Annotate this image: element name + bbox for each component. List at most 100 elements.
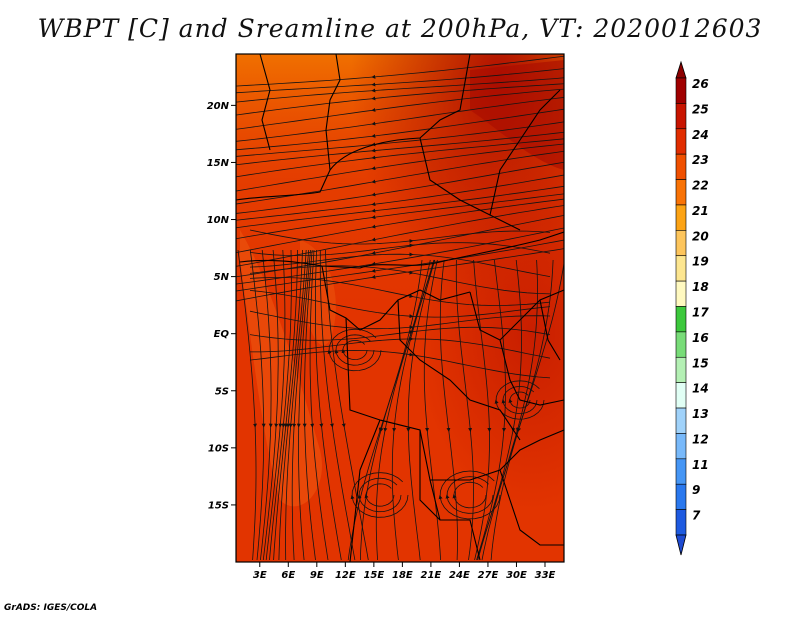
lon-tick-label: 21E — [421, 570, 442, 581]
lon-tick-label: 18E — [392, 570, 413, 581]
colorbar-label: 17 — [692, 306, 709, 320]
streamline-central — [249, 277, 551, 306]
colorbar-label: 20 — [692, 229, 709, 243]
streamline-north — [236, 239, 564, 292]
streamline-central — [249, 242, 551, 256]
streamline-west — [262, 249, 279, 561]
colorbar-segment — [675, 356, 687, 383]
streamline-north — [236, 248, 564, 302]
streamline-central — [249, 265, 551, 295]
streamline-west — [285, 249, 307, 561]
streamline-eddy — [351, 472, 409, 518]
colorbar-label: 24 — [692, 128, 709, 142]
streamline-north — [236, 68, 564, 94]
colorbar-label: 21 — [692, 204, 709, 218]
streamline-west — [309, 249, 329, 561]
colorbar-segment — [675, 483, 687, 510]
lat-tick-label: 10S — [208, 443, 229, 454]
colorbar-label: 14 — [692, 382, 709, 396]
streamline-west — [315, 249, 342, 561]
streamline-eddy — [335, 334, 375, 366]
colorbar-label: 23 — [692, 153, 709, 167]
lat-tick-label: 15N — [207, 158, 230, 169]
colorbar-label: 18 — [692, 280, 709, 294]
colorbar-segment — [675, 331, 687, 358]
streamline-eddy — [446, 476, 494, 514]
streamline-west — [291, 249, 310, 561]
streamline-north — [236, 150, 564, 205]
streamline-north — [236, 97, 564, 142]
streamline-central — [249, 310, 551, 330]
streamline-west — [237, 249, 257, 561]
map-panel — [236, 54, 564, 562]
streamline-west — [278, 249, 303, 561]
streamline-north — [236, 193, 564, 240]
colorbar-max-arrow — [675, 60, 687, 79]
lon-tick-label: 6E — [281, 570, 295, 581]
streamline-eddy — [439, 470, 501, 520]
streamline-eddy — [365, 483, 395, 507]
colorbar-label: 11 — [692, 458, 709, 472]
map-frame — [235, 53, 565, 563]
country-borders — [236, 54, 564, 562]
colorbar-label: 26 — [692, 77, 709, 91]
colorbar-label: 12 — [692, 432, 709, 446]
streamline-west — [265, 249, 286, 561]
colorbar-segment — [675, 128, 687, 155]
streamline-north — [236, 77, 564, 103]
streamline-north — [236, 205, 564, 267]
colorbar-segment — [675, 382, 687, 409]
lat-tick-label: 15S — [208, 500, 229, 511]
streamline-north — [236, 88, 564, 130]
lat-tick-label: 5S — [215, 386, 229, 397]
colorbar-segment — [675, 280, 687, 307]
streamline-eddy — [328, 328, 382, 372]
lon-tick-label: 3E — [253, 570, 267, 581]
chart-title: WBPT [C] and Sreamline at 200hPa, VT: 20… — [37, 14, 763, 43]
colorbar-segment — [675, 433, 687, 460]
colorbar-label: 16 — [692, 331, 709, 345]
streamline-eddy — [453, 481, 487, 509]
streamline-east — [476, 259, 506, 561]
lon-tick-label: 9E — [310, 570, 324, 581]
colorbar-segment — [675, 458, 687, 485]
streamline-north — [236, 83, 564, 116]
streamline-north — [236, 108, 564, 151]
lat-tick-label: 10N — [207, 215, 230, 226]
colorbar-segment — [675, 179, 687, 206]
streamline-west — [298, 249, 311, 561]
colorbar-segment — [675, 230, 687, 257]
colorbar-segment — [675, 255, 687, 282]
streamline-central — [249, 229, 551, 245]
colorbar-label: 7 — [692, 509, 701, 523]
streamline-west — [304, 249, 316, 561]
longitude-axis: 3E 6E 9E 12E 15E 18E 21E 24E 27E 30E 33E — [253, 562, 556, 581]
streamline-central — [249, 350, 551, 379]
streamline-north — [236, 138, 564, 178]
streamline-east — [391, 259, 435, 561]
streamline-north — [236, 198, 564, 254]
colorbar-segment — [675, 509, 687, 536]
lat-tick-label: 20N — [207, 101, 230, 112]
streamline-central — [249, 290, 551, 318]
colorbar-label: 19 — [692, 255, 709, 269]
streamline-north — [236, 55, 564, 87]
grads-credit: GrADS: IGES/COLA — [4, 603, 98, 613]
streamline-east — [455, 259, 474, 561]
streamline-west — [249, 249, 265, 561]
streamline-north — [236, 174, 564, 221]
streamline-east — [407, 259, 436, 561]
colorbar-min-arrow — [675, 534, 687, 556]
wbpt-cooler-band — [240, 230, 322, 507]
streamline-east — [473, 259, 490, 561]
colorbar-label: 13 — [692, 407, 709, 421]
colorbar-segment — [675, 153, 687, 180]
lon-tick-label: 12E — [335, 570, 356, 581]
lat-tick-label: EQ — [214, 329, 230, 340]
colorbar-label: 22 — [692, 179, 709, 193]
streamline-west — [269, 249, 292, 561]
streamline-east — [423, 259, 441, 561]
streamline-eddy — [495, 380, 545, 420]
streamline-west — [273, 249, 298, 561]
streamline-north — [236, 161, 564, 214]
